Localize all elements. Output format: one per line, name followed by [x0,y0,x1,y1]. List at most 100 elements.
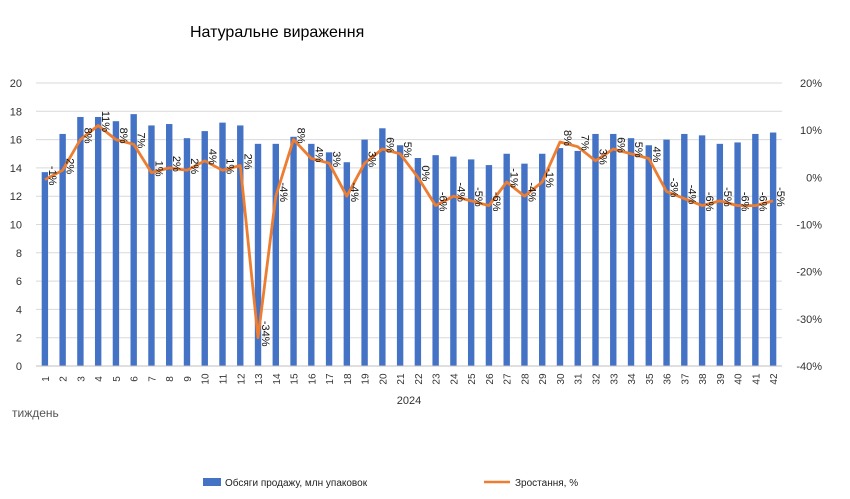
bar [237,125,244,366]
left-tick-label: 2 [16,333,22,345]
x-tick-label: 6 [130,376,141,382]
data-label: 3% [597,149,609,165]
data-label: -3% [668,178,680,198]
x-tick-label: 5 [112,376,123,382]
growth-line [44,124,774,340]
bar [361,139,368,366]
data-label: 11% [99,111,111,132]
x-tick-label: 42 [769,373,780,385]
bar [183,138,191,366]
data-label: 2% [241,154,253,170]
chart-title: Натуральне вираження [190,24,364,41]
data-label: 8% [295,128,307,144]
x-tick-label: 10 [201,373,212,385]
data-label: -1% [508,168,520,188]
bar [94,116,102,367]
bar [574,150,581,366]
x-tick-label: 41 [751,373,762,385]
x-tick-label: 8 [165,376,176,382]
data-label: 8% [81,128,93,144]
x-group-label: 2024 [397,395,421,407]
data-label: 7% [579,135,591,151]
bar [645,145,652,366]
x-tick-label: 28 [520,373,531,385]
x-tick-label: 21 [396,373,407,385]
data-label: -4% [454,182,466,202]
bar [166,124,173,366]
legend-bar-label: Обсяги продажу, млн упаковок [225,477,368,489]
right-tick-label: -20% [796,267,822,279]
x-tick-label: 4 [94,376,105,382]
bar [663,139,670,366]
right-tick-label: -40% [796,361,822,373]
x-tick-label: 38 [698,373,709,385]
bar-series [41,114,777,367]
bar [556,148,564,366]
bar [734,142,741,366]
x-tick-label: 15 [290,373,301,385]
right-axis-ticks: -40% -30% -20% -10% 0% 10% 20% [796,78,822,373]
legend-line-label: Зростання, % [515,478,578,489]
x-axis-label: тиждень [12,406,59,420]
legend-bar-swatch [203,478,221,486]
left-tick-label: 16 [10,135,22,147]
data-label: -1% [46,166,58,186]
legend: Обсяги продажу, млн упаковок Зростання, … [203,477,578,489]
data-label: 2% [170,156,182,172]
bar [503,153,510,366]
bar [325,152,333,366]
x-tick-label: 27 [503,373,514,385]
bar [290,136,297,366]
x-tick-label: 35 [645,373,656,385]
data-labels: -1% 2%8%11%8% 7%1% 2% 2%4%1% 2%-34%-4%8%4% 3%-… [46,111,786,347]
data-label: 2% [188,158,200,174]
right-tick-label: 10% [800,125,822,137]
x-tick-label: 32 [592,373,603,385]
bar [308,143,315,366]
x-tick-label: 34 [627,373,638,385]
left-tick-label: 0 [16,361,22,373]
bar [592,133,599,366]
x-tick-label: 1 [41,376,52,382]
bar [396,145,404,366]
bar [414,157,422,366]
x-tick-label: 36 [663,373,674,385]
x-tick-label: 12 [236,373,247,385]
left-axis-ticks: 0 2 4 6 8 10 12 14 16 18 20 [10,78,22,373]
data-label: -4% [685,185,697,205]
data-label: 0% [419,165,431,181]
x-tick-label: 40 [734,373,745,385]
data-label: 1% [224,158,236,174]
x-tick-label: 9 [183,376,194,382]
data-label: -4% [525,182,537,202]
data-label: -5% [472,187,484,207]
x-axis-ticks: 1 2 3 4 5 6 7 8 9 10 11 12 13 14 15 16 17 18 19 20 21 22 23 24 2… [36,365,782,385]
bar [41,172,49,366]
x-tick-label: 7 [147,376,158,382]
left-tick-label: 14 [10,163,22,175]
x-tick-label: 17 [325,373,336,385]
bar [521,163,528,366]
data-label: -34% [259,321,271,347]
x-tick-label: 3 [76,376,87,382]
bar [148,125,155,366]
x-tick-label: 14 [272,373,283,385]
data-label: 7% [135,132,147,148]
data-label: 1% [152,161,164,177]
data-label: -6% [703,192,715,212]
x-tick-label: 2 [59,376,70,382]
bar [379,128,386,366]
data-label: 6% [383,137,395,153]
x-tick-label: 18 [343,373,354,385]
data-label: -5% [721,187,733,207]
bar [343,162,351,366]
x-tick-label: 13 [254,373,265,385]
data-label: 6% [614,137,626,153]
data-label: -4% [277,182,289,202]
bar [450,156,457,366]
x-tick-label: 30 [556,373,567,385]
data-label: -6% [437,192,449,212]
left-tick-label: 6 [16,276,22,288]
x-tick-label: 20 [378,373,389,385]
